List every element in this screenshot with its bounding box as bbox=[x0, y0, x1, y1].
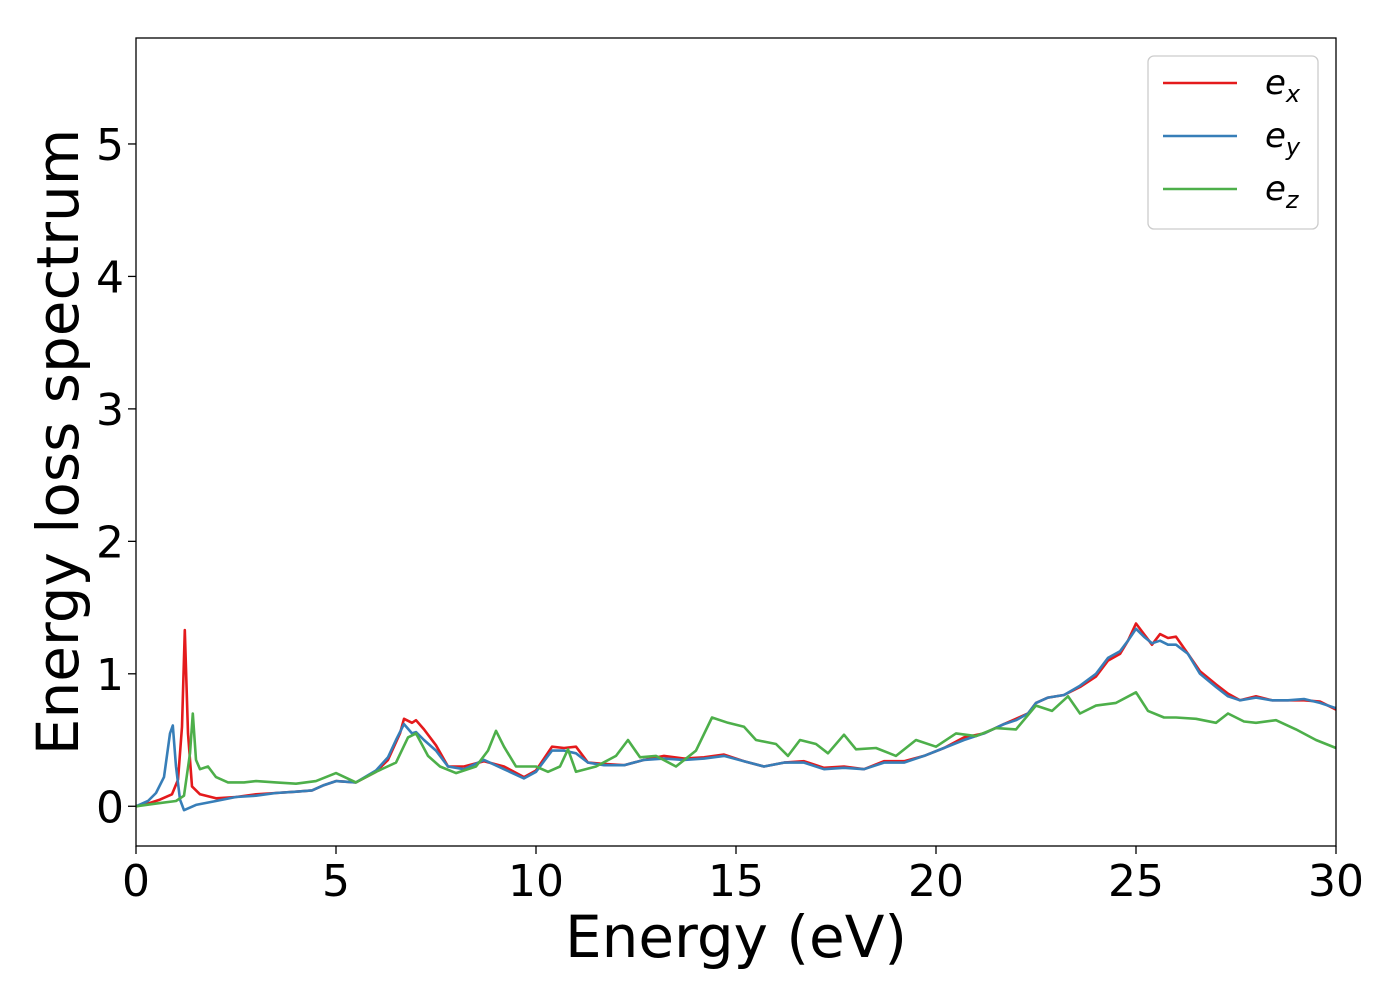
series-line-e-z bbox=[135, 691, 1337, 808]
x-axis-ticks: 0 5 10 15 20 25 30 bbox=[122, 846, 1364, 907]
x-tick-label: 15 bbox=[708, 856, 764, 907]
y-axis-ticks: 0 1 2 3 4 5 bbox=[96, 120, 136, 833]
plot-background bbox=[136, 38, 1336, 846]
y-tick-label: 4 bbox=[96, 252, 124, 303]
series-layer bbox=[135, 622, 1337, 812]
x-tick-label: 20 bbox=[908, 856, 964, 907]
y-tick-label: 3 bbox=[96, 385, 124, 436]
series-line-e-y bbox=[135, 627, 1337, 812]
x-tick-label: 25 bbox=[1108, 856, 1164, 907]
x-tick-label: 30 bbox=[1308, 856, 1364, 907]
x-tick-label: 10 bbox=[508, 856, 564, 907]
x-tick-label: 0 bbox=[122, 856, 150, 907]
y-tick-label: 2 bbox=[96, 517, 124, 568]
y-tick-label: 0 bbox=[96, 782, 124, 833]
legend-frame bbox=[1147, 55, 1319, 230]
x-axis-title: Energy (eV) bbox=[565, 903, 907, 971]
y-tick-label: 5 bbox=[96, 120, 124, 171]
y-tick-label: 1 bbox=[96, 650, 124, 701]
x-tick-label: 5 bbox=[322, 856, 350, 907]
y-axis-title: Energy loss spectrum bbox=[24, 129, 92, 755]
